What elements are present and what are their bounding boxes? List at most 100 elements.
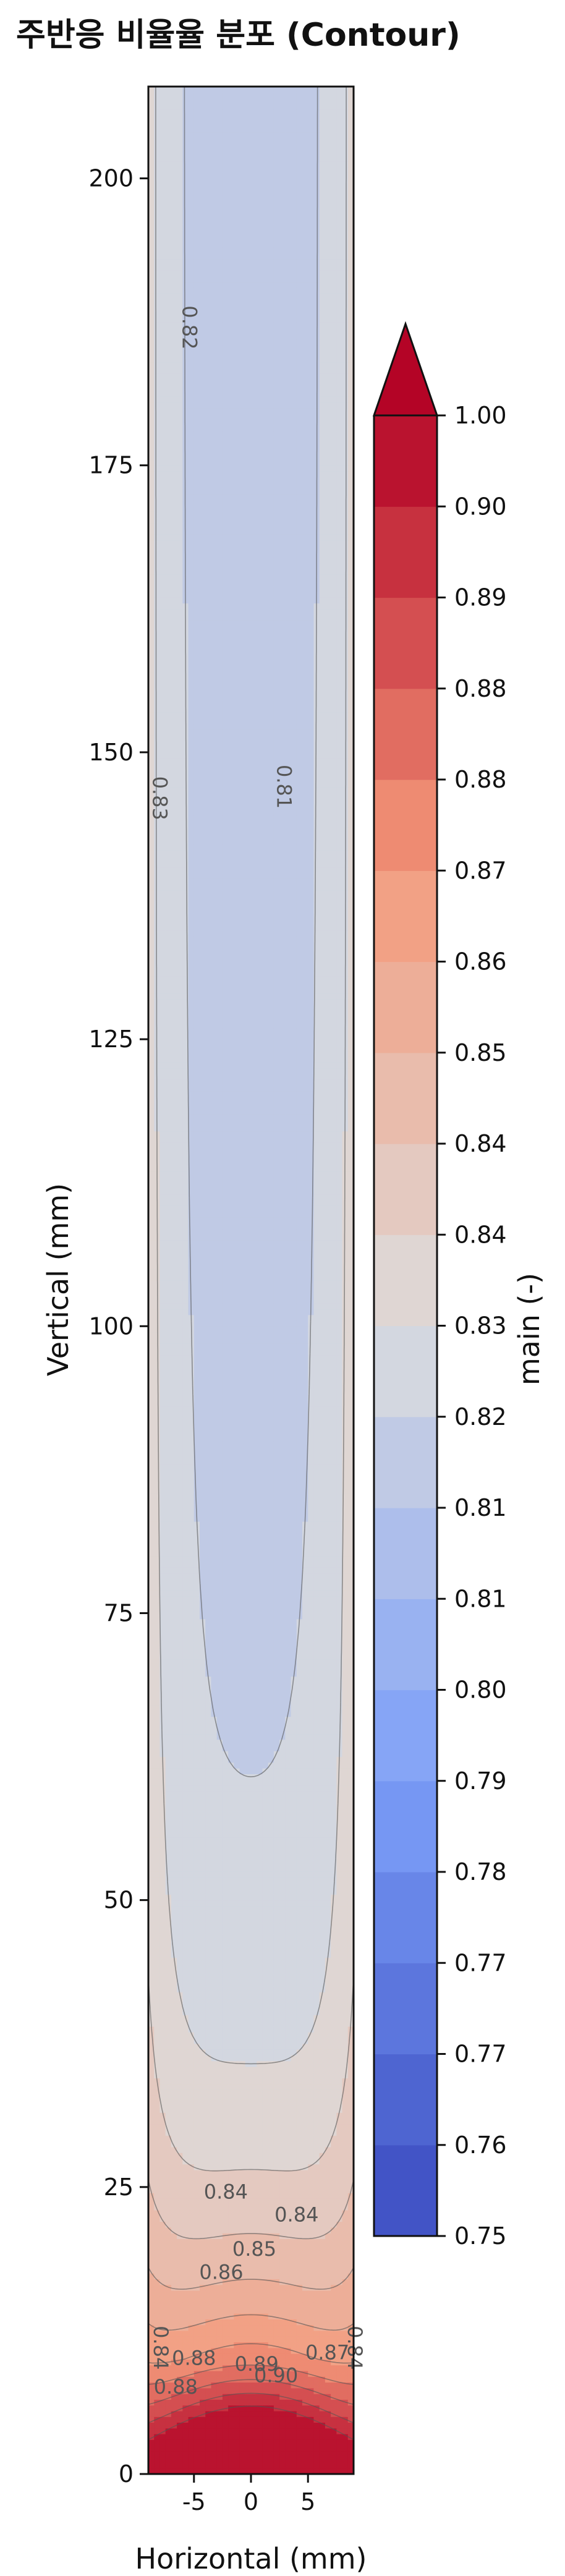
contour-fill-cell [228, 1825, 234, 1832]
contour-fill-cell [239, 1796, 246, 1803]
contour-fill-cell [291, 1917, 297, 1924]
contour-fill-cell [182, 1911, 189, 1918]
contour-fill-cell [302, 2382, 308, 2389]
contour-fill-cell [188, 1911, 195, 1918]
contour-fill-cell [257, 1756, 263, 1763]
contour-fill-cell [262, 1693, 269, 1700]
contour-fill-cell [211, 2273, 218, 2279]
contour-fill-cell [331, 2468, 337, 2474]
contour-fill-cell [268, 2066, 274, 2073]
contour-fill-cell [279, 1802, 286, 1809]
contour-fill-cell [182, 1779, 189, 1786]
contour-fill-cell [325, 2410, 331, 2417]
contour-fill-cell [159, 2072, 166, 2079]
contour-fill-cell [302, 1796, 308, 1803]
contour-fill-cell [177, 2135, 183, 2142]
contour-fill-cell [177, 2256, 183, 2263]
contour-fill-cell [182, 1704, 189, 1711]
contour-fill-cell [262, 1745, 269, 1751]
contour-fill-cell [251, 2141, 257, 2148]
contour-fill-cell [188, 2261, 195, 2268]
contour-fill-cell [273, 2169, 280, 2176]
contour-fill-cell [291, 1693, 297, 1700]
contour-fill-cell [171, 1848, 177, 1855]
contour-fill-cell [171, 2462, 177, 2469]
contour-fill-cell [325, 2032, 331, 2039]
contour-fill-cell [319, 1814, 326, 1821]
contour-fill-cell [234, 1957, 240, 1964]
contour-fill-cell [279, 1831, 286, 1838]
contour-fill-cell [171, 2072, 177, 2079]
contour-fill-cell [308, 2319, 315, 2326]
contour-fill-cell [154, 1751, 161, 1758]
contour-fill-cell [188, 1865, 195, 1872]
contour-fill-cell [205, 2106, 212, 2113]
contour-fill-cell [342, 2009, 349, 2015]
contour-fill-cell [251, 2359, 257, 2366]
contour-fill-cell [165, 1751, 172, 1758]
contour-fill-cell [279, 2095, 286, 2102]
contour-fill-cell [319, 2382, 326, 2389]
contour-fill-cell [279, 1704, 286, 1711]
contour-fill-cell [245, 2336, 252, 2343]
contour-fill-cell [205, 1704, 212, 1711]
contour-fill-cell [188, 2026, 195, 2033]
contour-fill-cell [239, 2387, 246, 2394]
contour-fill-cell [308, 1848, 315, 1855]
contour-fill-cell [234, 2319, 240, 2326]
contour-fill-cell [285, 2250, 292, 2256]
contour-fill-cell [148, 1751, 155, 1758]
contour-fill-cell [171, 2244, 177, 2251]
contour-fill-cell [171, 2365, 177, 2371]
contour-fill-cell [308, 1825, 315, 1832]
contour-fill-cell [159, 2399, 166, 2406]
contour-fill-cell [342, 2112, 349, 2119]
contour-fill-cell [148, 2273, 155, 2279]
contour-fill-cell [182, 1716, 189, 1723]
contour-fill-cell [347, 1871, 354, 1878]
contour-fill-cell [342, 2267, 349, 2274]
contour-fill-cell [262, 2135, 269, 2142]
contour-fill-cell [159, 1952, 166, 1958]
contour-fill-cell [216, 2095, 223, 2102]
contour-fill-cell [234, 1969, 240, 1975]
contour-fill-cell [216, 1905, 223, 1912]
contour-fill-cell [257, 1814, 263, 1821]
contour-fill-cell [188, 2330, 195, 2337]
contour-fill-cell [285, 2462, 292, 2469]
contour-fill-cell [193, 2146, 200, 2153]
contour-fill-cell [262, 1917, 269, 1924]
contour-fill-cell [171, 1808, 177, 1814]
contour-fill-cell [216, 2238, 223, 2245]
contour-fill-cell [285, 1693, 292, 1700]
contour-fill-cell [193, 1854, 200, 1861]
contour-fill-cell [268, 1952, 274, 1958]
contour-fill-cell [257, 2009, 263, 2015]
contour-fill-cell [222, 1676, 229, 1683]
contour-fill-cell [216, 1837, 223, 1843]
contour-fill-cell [222, 2055, 229, 2062]
contour-fill-cell [154, 1785, 161, 1792]
contour-fill-cell [268, 2273, 274, 2279]
contour-fill-cell [262, 1716, 269, 1723]
contour-fill-cell [205, 1975, 212, 1981]
contour-fill-cell [188, 2055, 195, 2062]
contour-fill-cell [319, 2101, 326, 2107]
contour-fill-cell [234, 2216, 240, 2222]
contour-fill-cell [234, 2026, 240, 2033]
contour-fill-cell [285, 2129, 292, 2136]
contour-fill-cell [302, 2250, 308, 2256]
contour-fill-cell [216, 1923, 223, 1929]
contour-fill-cell [239, 1699, 246, 1706]
contour-fill-cell [308, 2078, 315, 2085]
contour-fill-cell [193, 1711, 200, 1717]
contour-fill-cell [239, 2112, 246, 2119]
contour-fill-cell [193, 2347, 200, 2354]
contour-fill-cell [239, 2256, 246, 2263]
contour-fill-cell [182, 2457, 189, 2463]
contour-fill-cell [291, 1814, 297, 1821]
contour-fill-cell [239, 2353, 246, 2360]
contour-fill-cell [177, 2015, 183, 2021]
contour-fill-cell [257, 2072, 263, 2079]
contour-fill-cell [251, 1716, 257, 1723]
